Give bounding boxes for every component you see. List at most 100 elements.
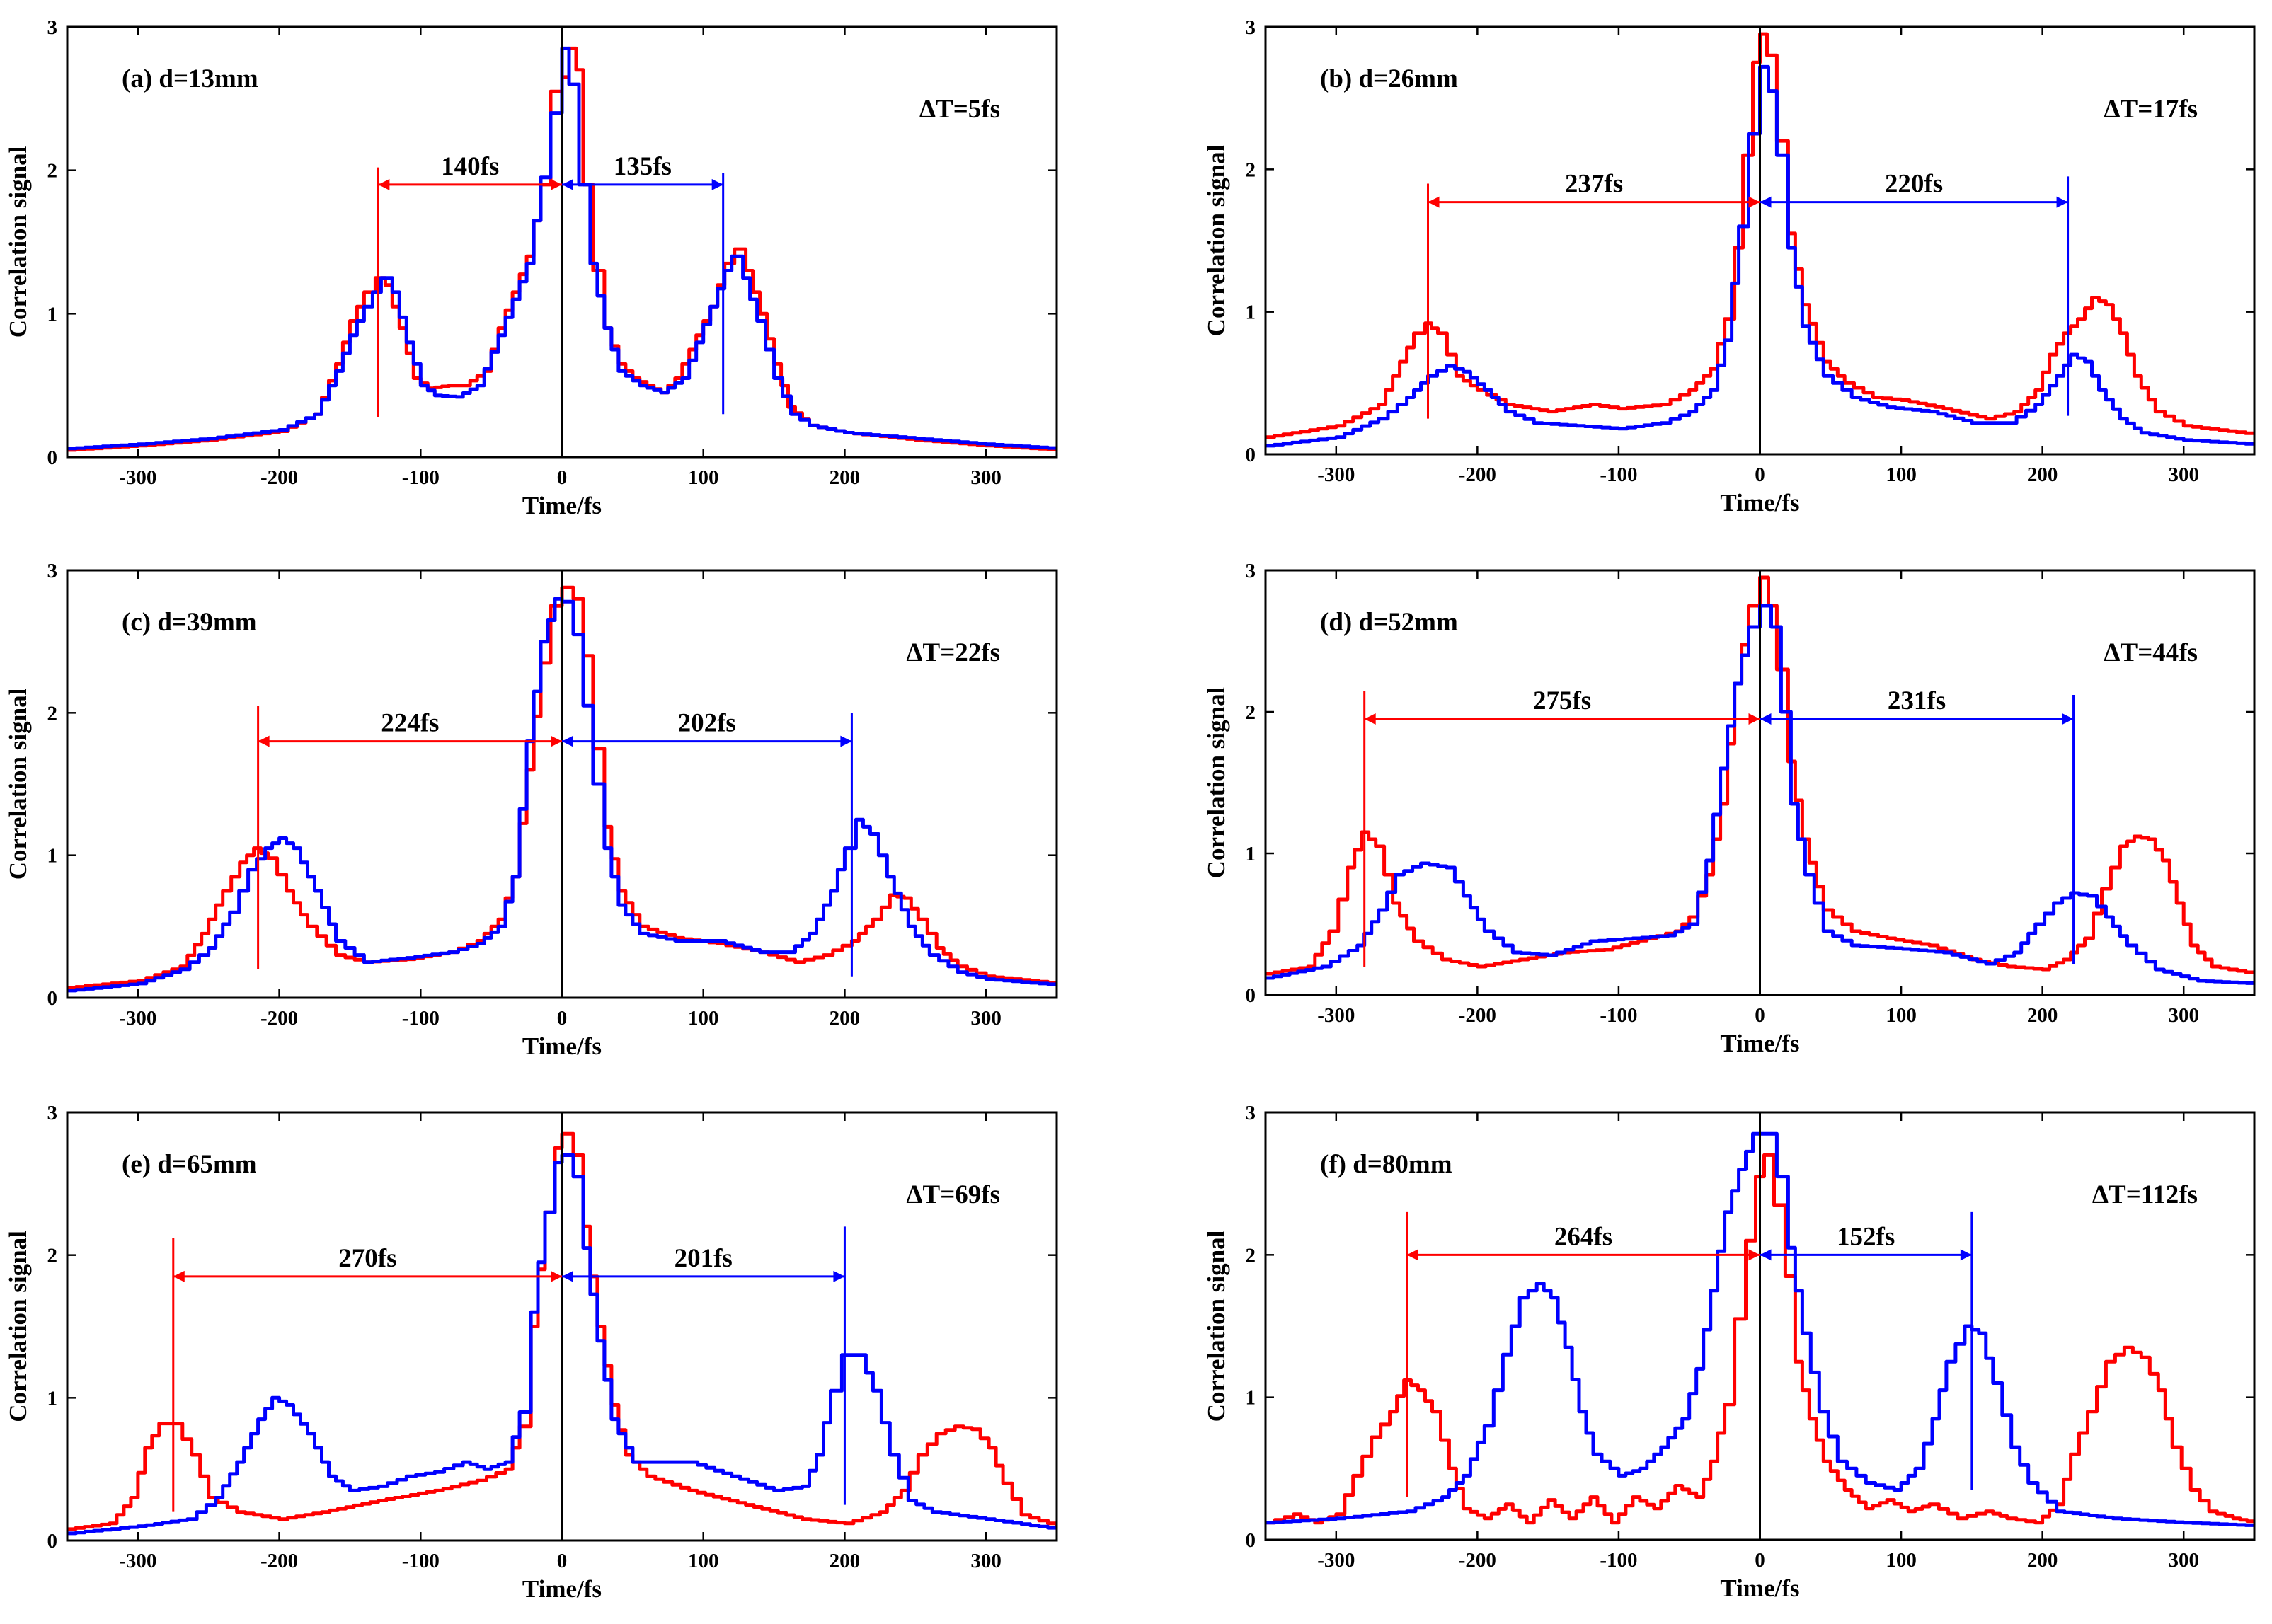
arrow-head-right bbox=[1960, 1249, 1972, 1261]
y-axis-label: Correlation signal bbox=[1203, 1230, 1230, 1422]
x-tick-label: 0 bbox=[1755, 1549, 1765, 1572]
arrow-head-right bbox=[551, 178, 562, 190]
curves bbox=[67, 1131, 1057, 1536]
arrow-head-right bbox=[711, 178, 723, 190]
x-tick-label: -200 bbox=[1459, 1004, 1496, 1027]
y-tick-label: 0 bbox=[1246, 444, 1256, 466]
x-tick-label: 0 bbox=[557, 1550, 568, 1572]
x-tick-label: -200 bbox=[260, 1550, 298, 1572]
panel-label: (d) d=52mm bbox=[1320, 608, 1458, 637]
y-tick-label: 2 bbox=[47, 702, 58, 725]
chart-panel-4: 270fs 201fs -300 -200 -100 0 100 200 300 0 1 2 3 Time… bbox=[4, 1102, 1058, 1603]
x-tick-label: 200 bbox=[2027, 1004, 2058, 1027]
arrow-head-left bbox=[562, 735, 573, 747]
x-tick-label: -200 bbox=[1459, 1549, 1496, 1572]
x-tick-label: 200 bbox=[2027, 1549, 2058, 1572]
series-line-1 bbox=[1266, 604, 2254, 985]
y-tick-label: 2 bbox=[47, 1245, 58, 1267]
x-axis-label: Time/fs bbox=[522, 1032, 602, 1060]
arrow-head-right bbox=[1748, 1249, 1760, 1261]
annotation-0: 237fs bbox=[1427, 170, 1760, 419]
interval-label: 152fs bbox=[1837, 1222, 1895, 1251]
y-tick-label: 3 bbox=[1246, 1102, 1256, 1124]
annotation-0: 275fs bbox=[1363, 686, 1760, 967]
arrow-head-left bbox=[1428, 196, 1440, 208]
panel-label: (e) d=65mm bbox=[122, 1150, 257, 1179]
x-tick-label: 200 bbox=[830, 466, 861, 489]
curves bbox=[1266, 1131, 2254, 1527]
annotation-0: 270fs bbox=[172, 1238, 562, 1512]
arrow-head-right bbox=[840, 735, 852, 747]
x-tick-label: 100 bbox=[688, 1007, 719, 1030]
annotation-1: 202fs bbox=[562, 709, 853, 977]
series-line-0 bbox=[1266, 1153, 2254, 1525]
series-line-0 bbox=[67, 585, 1057, 990]
interval-label: 220fs bbox=[1885, 170, 1943, 199]
x-tick-label: 200 bbox=[830, 1007, 861, 1030]
x-tick-label: 300 bbox=[970, 466, 1002, 489]
interval-label: 224fs bbox=[381, 709, 439, 738]
x-tick-label: 0 bbox=[1755, 1004, 1765, 1027]
arrow-head-right bbox=[833, 1270, 845, 1282]
curves bbox=[67, 585, 1057, 993]
interval-label: 264fs bbox=[1554, 1222, 1612, 1251]
x-tick-label: -200 bbox=[260, 1007, 298, 1030]
arrow-head-left bbox=[258, 735, 270, 747]
y-tick-label: 3 bbox=[47, 560, 58, 582]
y-tick-label: 3 bbox=[1246, 560, 1256, 582]
delta-t-label: ΔT=22fs bbox=[906, 638, 1000, 667]
x-tick-label: 300 bbox=[2168, 1549, 2199, 1572]
series-line-1 bbox=[67, 597, 1057, 993]
chart-panel-5: 264fs 152fs -300 -200 -100 0 100 200 300 0 1 2 3 Time… bbox=[1203, 1102, 2256, 1602]
panel-label: (a) d=13mm bbox=[122, 64, 258, 93]
y-tick-label: 1 bbox=[47, 845, 58, 868]
series-line-1 bbox=[67, 1153, 1057, 1536]
delta-t-label: ΔT=5fs bbox=[919, 95, 1000, 124]
y-tick-label: 2 bbox=[1246, 159, 1256, 181]
x-tick-label: -300 bbox=[119, 466, 156, 489]
arrow-head-right bbox=[551, 735, 562, 747]
arrow-head-right bbox=[1748, 196, 1760, 208]
x-tick-label: -300 bbox=[119, 1007, 156, 1030]
x-tick-label: -200 bbox=[260, 466, 298, 489]
x-tick-label: -100 bbox=[402, 1550, 440, 1572]
interval-label: 140fs bbox=[441, 152, 499, 181]
y-axis-label: Correlation signal bbox=[1203, 144, 1230, 336]
series-line-0 bbox=[67, 1131, 1057, 1531]
y-axis-label: Correlation signal bbox=[1203, 686, 1230, 878]
arrow-head-left bbox=[1364, 713, 1376, 725]
x-tick-label: 100 bbox=[1886, 463, 1917, 486]
arrow-head-left bbox=[562, 178, 573, 190]
x-tick-label: 100 bbox=[1886, 1004, 1917, 1027]
series-line-0 bbox=[1266, 32, 2254, 439]
panel-label: (f) d=80mm bbox=[1320, 1150, 1452, 1179]
x-tick-label: -100 bbox=[402, 1007, 440, 1030]
delta-t-label: ΔT=44fs bbox=[2104, 638, 2198, 667]
arrow-head-left bbox=[173, 1270, 185, 1282]
y-tick-label: 0 bbox=[1246, 984, 1256, 1007]
y-tick-label: 0 bbox=[47, 447, 58, 469]
x-tick-label: 200 bbox=[830, 1550, 861, 1572]
annotation-1: 135fs bbox=[562, 152, 725, 415]
interval-label: 237fs bbox=[1565, 170, 1623, 199]
interval-label: 231fs bbox=[1888, 686, 1946, 715]
y-tick-label: 2 bbox=[1246, 1244, 1256, 1267]
annotation-0: 264fs bbox=[1406, 1211, 1760, 1497]
x-axis-label: Time/fs bbox=[1720, 1574, 1799, 1602]
delta-t-label: ΔT=112fs bbox=[2092, 1180, 2198, 1209]
x-tick-label: 300 bbox=[970, 1550, 1002, 1572]
annotation-1: 152fs bbox=[1760, 1211, 1973, 1490]
x-tick-label: -100 bbox=[1600, 1549, 1637, 1572]
arrow-head-left bbox=[378, 178, 390, 190]
x-tick-label: 100 bbox=[1886, 1549, 1917, 1572]
arrow-head-left bbox=[1760, 196, 1772, 208]
delta-t-label: ΔT=17fs bbox=[2104, 95, 2198, 124]
annotation-0: 224fs bbox=[257, 706, 562, 969]
y-tick-label: 2 bbox=[47, 160, 58, 183]
x-tick-label: 0 bbox=[557, 1007, 568, 1030]
y-tick-label: 1 bbox=[1246, 1387, 1256, 1410]
x-tick-label: -300 bbox=[1317, 1549, 1355, 1572]
y-tick-label: 1 bbox=[1246, 301, 1256, 324]
arrow-head-left bbox=[562, 1270, 573, 1282]
x-axis-label: Time/fs bbox=[1720, 489, 1799, 517]
